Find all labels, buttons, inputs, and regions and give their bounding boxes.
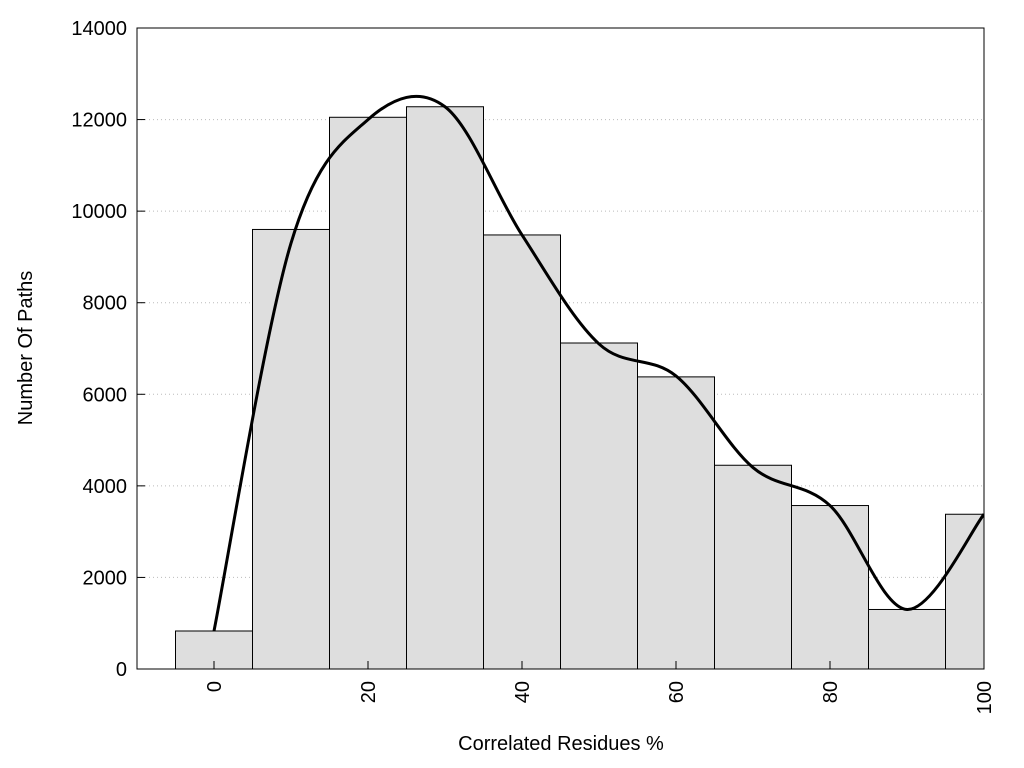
bar xyxy=(483,234,561,669)
y-tick-label: 14000 xyxy=(71,18,127,40)
bar xyxy=(329,116,407,669)
plot-area xyxy=(137,28,984,669)
x-tick-label: 100 xyxy=(974,681,996,714)
bar xyxy=(714,464,792,669)
x-tick-label: 20 xyxy=(358,681,380,703)
x-tick-label: 0 xyxy=(204,681,226,692)
bar xyxy=(868,608,946,669)
y-tick-label: 8000 xyxy=(83,293,128,315)
plot-frame xyxy=(136,27,985,670)
x-axis-label: Correlated Residues % xyxy=(458,733,664,755)
y-tick-label: 4000 xyxy=(83,476,128,498)
bar xyxy=(945,513,984,669)
y-tick-label: 10000 xyxy=(71,201,127,223)
x-tick-label: 60 xyxy=(666,681,688,703)
y-tick-label: 2000 xyxy=(83,567,128,589)
x-tick-label: 80 xyxy=(820,681,842,703)
smooth-curve xyxy=(212,94,984,632)
bar xyxy=(791,505,869,669)
bar xyxy=(560,342,638,669)
x-tick-label: 40 xyxy=(512,681,534,703)
y-tick-label: 0 xyxy=(116,659,127,681)
y-tick-label: 6000 xyxy=(83,384,128,406)
y-axis-label: Number Of Paths xyxy=(15,271,37,426)
bar xyxy=(637,376,715,669)
y-tick-label: 12000 xyxy=(71,110,127,132)
bar xyxy=(406,106,484,669)
bar xyxy=(252,228,330,669)
